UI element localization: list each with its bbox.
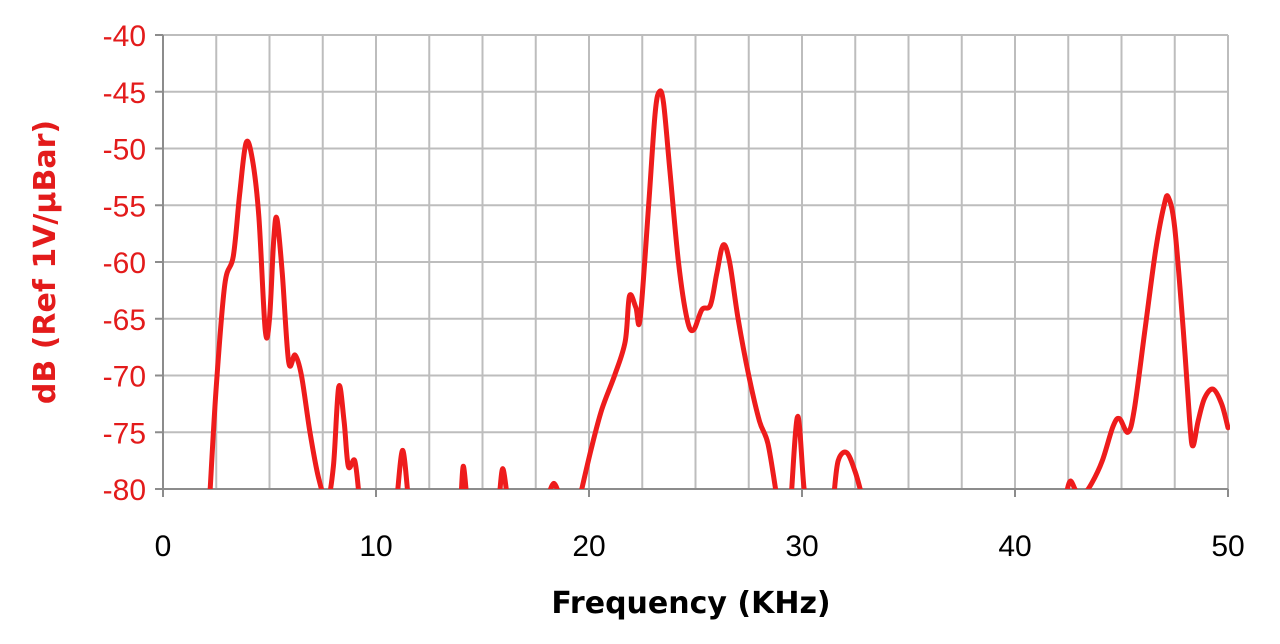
y-tick-label: -55 xyxy=(103,190,146,223)
y-tick-label: -45 xyxy=(103,77,146,110)
x-tick-label: 0 xyxy=(155,530,172,563)
tick-labels: -40 -45 -50 -55 -60 -65 -70 -75 -80 0 10 20 30 40 50 xyxy=(103,20,1245,563)
series-line-segment xyxy=(789,413,807,489)
x-axis-title: Frequency (KHz) xyxy=(551,586,830,621)
series-line-segment xyxy=(497,466,509,489)
x-tick-label: 50 xyxy=(1211,530,1244,563)
x-tick-label: 10 xyxy=(359,530,392,563)
series-line-segment xyxy=(395,447,410,489)
gridlines xyxy=(163,34,1229,489)
y-tick-label: -65 xyxy=(103,304,146,337)
series-line-segment xyxy=(1064,193,1230,489)
axes xyxy=(155,34,1229,497)
y-tick-label: -75 xyxy=(103,417,146,450)
series-line-segment xyxy=(207,138,361,489)
y-tick-label: -60 xyxy=(103,247,146,280)
series-line-segment xyxy=(832,449,863,489)
series-line-segment xyxy=(547,480,560,489)
y-tick-label: -50 xyxy=(103,134,146,167)
x-tick-label: 20 xyxy=(572,530,605,563)
series-line-segment xyxy=(459,463,469,489)
y-tick-label: -70 xyxy=(103,361,146,394)
series-layer xyxy=(207,88,1230,489)
y-tick-label: -40 xyxy=(103,20,146,53)
y-tick-label: -80 xyxy=(103,474,146,507)
y-axis-title: dB (Ref 1V/μBar) xyxy=(28,120,63,404)
x-tick-label: 30 xyxy=(785,530,818,563)
x-tick-label: 40 xyxy=(998,530,1031,563)
series-line-segment xyxy=(579,88,779,489)
